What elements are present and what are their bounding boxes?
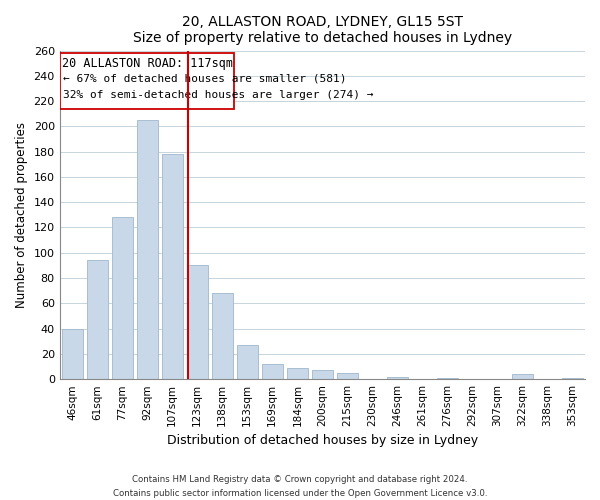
Bar	[337, 373, 358, 379]
Bar	[262, 364, 283, 379]
Y-axis label: Number of detached properties: Number of detached properties	[15, 122, 28, 308]
Bar	[512, 374, 533, 379]
Bar	[236, 345, 258, 379]
Bar	[437, 378, 458, 379]
Text: Contains HM Land Registry data © Crown copyright and database right 2024.
Contai: Contains HM Land Registry data © Crown c…	[113, 476, 487, 498]
Bar	[212, 293, 233, 379]
Bar	[86, 260, 108, 379]
Bar	[60, 53, 234, 108]
Bar	[62, 328, 83, 379]
Bar	[287, 368, 308, 379]
X-axis label: Distribution of detached houses by size in Lydney: Distribution of detached houses by size …	[167, 434, 478, 448]
Bar	[112, 218, 133, 379]
Text: ← 67% of detached houses are smaller (581): ← 67% of detached houses are smaller (58…	[62, 74, 346, 84]
Bar	[187, 266, 208, 379]
Bar	[137, 120, 158, 379]
Bar	[387, 376, 408, 379]
Bar	[562, 378, 583, 379]
Title: 20, ALLASTON ROAD, LYDNEY, GL15 5ST
Size of property relative to detached houses: 20, ALLASTON ROAD, LYDNEY, GL15 5ST Size…	[133, 15, 512, 45]
Text: 20 ALLASTON ROAD: 117sqm: 20 ALLASTON ROAD: 117sqm	[62, 57, 233, 70]
Bar	[312, 370, 333, 379]
Text: 32% of semi-detached houses are larger (274) →: 32% of semi-detached houses are larger (…	[62, 90, 373, 100]
Bar	[161, 154, 183, 379]
